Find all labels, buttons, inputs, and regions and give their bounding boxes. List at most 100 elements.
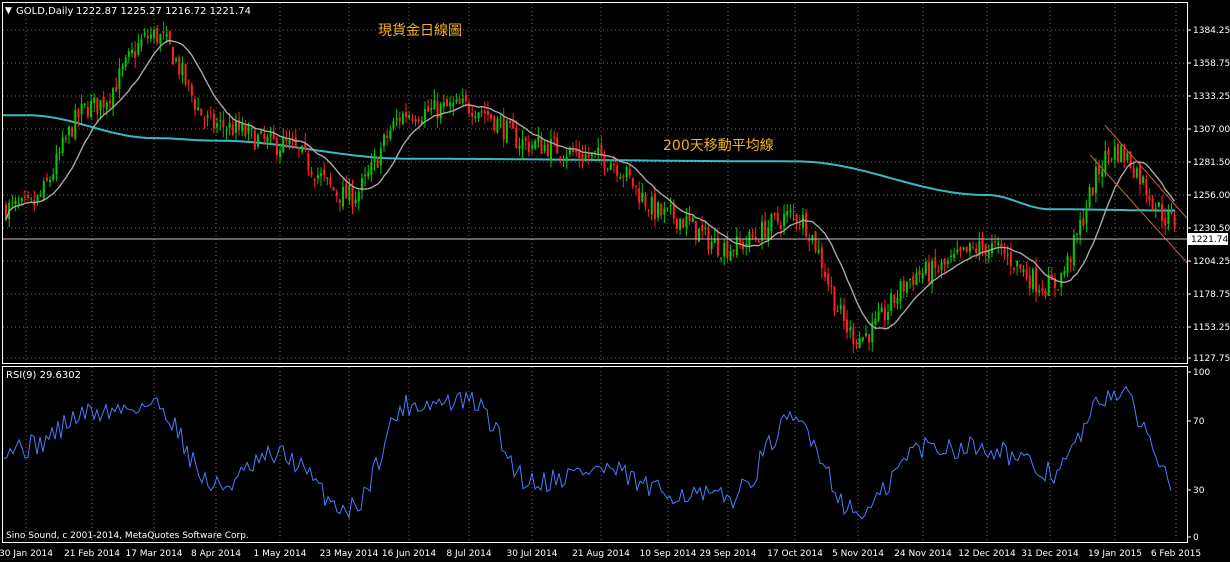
ma-short-line: [5, 39, 1176, 330]
candle-body: [858, 337, 861, 348]
candle-body: [877, 311, 880, 321]
candle-body: [798, 223, 801, 225]
candle-body: [159, 34, 162, 44]
candle-body: [805, 213, 808, 237]
candle-body: [61, 137, 64, 154]
candle-body: [931, 260, 934, 284]
candle-body: [1116, 144, 1119, 162]
candle-body: [241, 123, 244, 132]
candle-body: [212, 113, 215, 129]
candle-body: [1072, 235, 1075, 266]
candle-body: [631, 177, 634, 187]
candle-body: [99, 100, 102, 111]
candle-body: [704, 227, 707, 230]
candle-body: [342, 186, 345, 207]
candle-body: [997, 241, 1000, 246]
candle-body: [96, 97, 99, 114]
candle-body: [301, 145, 304, 152]
candle-body: [754, 236, 757, 239]
price-tick-label: 1178.75: [1193, 290, 1230, 300]
candle-body: [619, 177, 622, 179]
candle-body: [282, 137, 285, 153]
candle-body: [1031, 269, 1034, 290]
candle-body: [1050, 274, 1053, 280]
candle-body: [131, 49, 133, 53]
candle-body: [367, 172, 370, 177]
candle-body: [216, 123, 219, 127]
candle-body: [779, 225, 782, 229]
candle-body: [162, 30, 165, 34]
candle-body: [883, 307, 886, 321]
candle-body: [464, 94, 467, 101]
date-tick-label: 30 Jan 2014: [0, 549, 53, 559]
candle-body: [761, 221, 763, 241]
ohlc-readout: 1222.87 1225.27 1216.72 1221.74: [76, 6, 251, 17]
candle-body: [817, 249, 820, 253]
candle-body: [1120, 145, 1123, 163]
candle-body: [461, 98, 464, 103]
candle-body: [716, 237, 719, 256]
candle-body: [307, 153, 310, 171]
candle-body: [994, 241, 997, 243]
candle-body: [527, 142, 530, 153]
candle-body: [266, 136, 269, 142]
candle-body: [423, 109, 426, 120]
candle-body: [899, 281, 902, 301]
candle-body: [209, 112, 212, 114]
candle-body: [156, 27, 159, 44]
candle-body: [1003, 249, 1006, 254]
candle-body: [811, 234, 814, 241]
candle-body: [647, 210, 650, 212]
candle-body: [1148, 195, 1151, 201]
candle-body: [1094, 166, 1097, 193]
candle-body: [1069, 258, 1072, 263]
candle-body: [972, 246, 975, 248]
date-axis-labels: 30 Jan 2014 21 Feb 2014 17 Mar 2014 8 Apr 2…: [0, 549, 1201, 559]
candle-body: [313, 178, 316, 182]
candle-body: [348, 184, 351, 201]
date-tick-label: 8 Jul 2014: [446, 549, 491, 559]
candle-body: [600, 144, 603, 157]
candle-body: [905, 282, 908, 293]
candle-body: [401, 113, 404, 125]
candle-body: [439, 104, 442, 119]
candle-body: [981, 238, 984, 248]
candle-body: [80, 103, 83, 115]
candle-body: [1126, 152, 1129, 161]
candle-body: [171, 47, 174, 65]
candle-body: [1151, 197, 1154, 210]
candle-body: [685, 216, 688, 228]
candle-body: [90, 100, 93, 117]
candle-body: [225, 129, 228, 131]
candle-body: [912, 275, 915, 285]
candle-body: [612, 164, 615, 166]
candle-body: [175, 58, 178, 62]
candle-body: [181, 63, 184, 76]
candle-body: [257, 134, 259, 147]
candle-body: [490, 114, 493, 119]
candle-body: [628, 168, 631, 176]
candle-body: [738, 240, 741, 243]
candle-body: [1157, 202, 1160, 207]
candle-body: [1060, 273, 1063, 287]
candle-body: [338, 199, 341, 203]
candle-body: [411, 118, 414, 121]
candle-body: [896, 298, 899, 304]
candle-body: [836, 309, 839, 312]
header-dropdown-icon[interactable]: ▼: [5, 6, 12, 16]
candle-body: [927, 262, 930, 282]
candle-body: [698, 228, 700, 242]
candle-body: [726, 240, 729, 258]
rsi-tick-label: 0: [1193, 533, 1199, 543]
candle-body: [672, 203, 675, 219]
candle-body: [987, 250, 990, 258]
candle-body: [49, 180, 52, 183]
candle-body: [1076, 233, 1078, 235]
date-tick-label: 5 Nov 2014: [832, 549, 884, 559]
candle-body: [546, 143, 549, 157]
candle-body: [675, 218, 678, 229]
candle-body: [102, 96, 105, 108]
candle-body: [178, 57, 181, 75]
candle-body: [660, 204, 663, 216]
